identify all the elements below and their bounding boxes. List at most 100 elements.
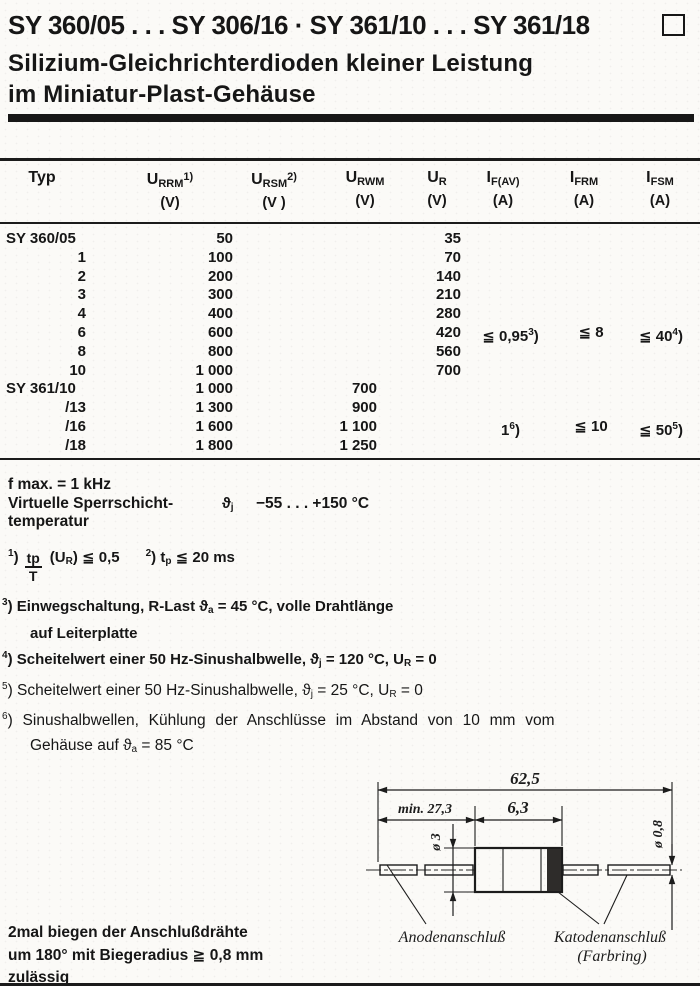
cell-ur: 420 xyxy=(435,323,461,341)
dim-body-dia-label: ø 3 xyxy=(429,833,444,852)
cell-urwm xyxy=(233,230,377,249)
footnote-6-line2: Gehäuse auf ϑa = 85 °C xyxy=(30,737,194,755)
cell-ifav xyxy=(461,399,560,418)
cell-urwm: 1 250 xyxy=(339,436,377,454)
cathode-lead-segment-2 xyxy=(607,864,671,876)
cell-v1: 800 xyxy=(207,342,233,360)
cell-ifav xyxy=(461,380,560,399)
cell-typ: 4 xyxy=(77,305,86,323)
footnote-3-line1: 3) Einwegschaltung, R-Last ϑa = 45 °C, v… xyxy=(2,597,394,616)
footnote-1-marker: 1) xyxy=(8,548,19,566)
subtitle-line2: im Miniatur-Plast-Gehäuse xyxy=(8,81,316,108)
cathode-color-band xyxy=(547,849,561,891)
cell-v1: 600 xyxy=(207,323,233,341)
cell-ifrm xyxy=(560,305,622,324)
cell-ifav xyxy=(461,362,560,381)
cell-ifav xyxy=(461,249,560,268)
dim-overall-label: 62,5 xyxy=(510,769,540,788)
cell-ur xyxy=(377,437,461,456)
footnote-5: 5) Scheitelwert einer 50 Hz-Sinushalbwel… xyxy=(2,681,423,701)
cell-v1: 300 xyxy=(207,286,233,304)
cell-ifsm xyxy=(622,380,700,399)
cathode-leader-line-2 xyxy=(603,874,628,925)
dim-lead-label: min. 27,3 xyxy=(398,802,452,817)
cell-typ: SY 361/10 xyxy=(6,380,76,398)
page-bottom-rule xyxy=(0,983,700,986)
dim-wire-dia-label: ø 0,8 xyxy=(651,820,666,849)
cell-ur: 210 xyxy=(435,286,461,304)
table-row: 1 100 70 xyxy=(0,249,700,268)
cell-ifsm xyxy=(622,230,700,249)
cell-ifav xyxy=(461,343,560,362)
cell-ifrm xyxy=(560,362,622,381)
cell-typ: 10 xyxy=(69,361,86,379)
col-header-typ: Typ xyxy=(28,169,56,186)
footnote-2-text: tp ≦ 20 ms xyxy=(160,549,235,567)
fmax-line: f max. = 1 kHz xyxy=(8,476,111,493)
junction-temp-value: −55 . . . +150 °C xyxy=(256,495,370,512)
cell-ifrm: ≦ 10 xyxy=(574,417,608,435)
cell-ifrm: ≦ 8 xyxy=(578,323,604,341)
footnote-2-marker: 2) xyxy=(145,548,157,566)
cell-ifav: 16) xyxy=(501,420,520,439)
footnote-1-text: (UR) ≦ 0,5 xyxy=(49,549,120,567)
cell-urwm: 900 xyxy=(351,399,377,417)
cell-ifrm xyxy=(560,230,622,249)
cell-ur: 35 xyxy=(444,230,461,247)
cell-ur: 560 xyxy=(435,342,461,360)
table-row: 10 1 000 700 xyxy=(0,362,700,381)
cell-ifav xyxy=(461,437,560,456)
junction-temp-label1: Virtuelle Sperrschicht- xyxy=(8,495,174,512)
cell-ifsm: ≦ 505) xyxy=(639,420,683,439)
junction-temp-label2: temperatur xyxy=(8,513,89,530)
table-row: /16 1 600 1 100 16) ≦ 10 ≦ 505) xyxy=(0,418,700,439)
cell-ifav xyxy=(461,305,560,324)
cell-urwm xyxy=(233,268,377,287)
dim-body-label: 6,3 xyxy=(507,798,529,817)
cell-urwm xyxy=(233,249,377,268)
cell-ifrm xyxy=(560,249,622,268)
cell-typ: SY 360/05 xyxy=(6,230,76,247)
col-header-ur: UR (V) xyxy=(427,169,447,209)
cell-typ: 1 xyxy=(77,248,86,266)
bend-note-line2: um 180° mit Biegeradius ≧ 0,8 mm xyxy=(8,946,264,964)
cell-ur: 70 xyxy=(444,248,461,266)
cell-ifrm xyxy=(560,399,622,418)
cell-ifsm xyxy=(622,343,700,362)
junction-temp-symbol: ϑj xyxy=(222,495,234,513)
cell-v1: 1 600 xyxy=(195,417,233,435)
bend-note-line3: zulässig xyxy=(8,969,70,986)
title-divider-bar xyxy=(8,114,694,122)
cell-typ: 3 xyxy=(77,286,86,304)
anode-label: Anodenanschluß xyxy=(398,929,506,946)
bend-note-line1: 2mal biegen der Anschlußdrähte xyxy=(8,924,248,941)
cell-ifsm: ≦ 404) xyxy=(639,326,683,345)
cell-v1: 1 300 xyxy=(195,399,233,417)
cell-urwm: 700 xyxy=(351,380,377,398)
cell-v1: 400 xyxy=(207,305,233,323)
col-header-urrm: URRM1) (V) xyxy=(146,171,194,211)
cathode-band-label: (Farbring) xyxy=(577,948,646,965)
anode-lead-segment xyxy=(379,864,418,876)
cell-ur xyxy=(377,380,461,399)
table-top-rule xyxy=(0,158,700,161)
cell-ifsm xyxy=(622,399,700,418)
table-row: 8 800 560 xyxy=(0,343,700,362)
footnote-4: 4) Scheitelwert einer 50 Hz-Sinushalbwel… xyxy=(2,650,437,669)
footnote-3-line2: auf Leiterplatte xyxy=(30,625,138,642)
cell-typ: /18 xyxy=(65,436,86,454)
table-header-rule xyxy=(0,222,700,224)
subtitle-line1: Silizium-Gleichrichterdioden kleiner Lei… xyxy=(8,50,534,77)
col-header-ifrm: IFRM (A) xyxy=(569,169,599,209)
cell-ur xyxy=(377,399,461,418)
table-row: 2 200 140 xyxy=(0,268,700,287)
table-row: SY 360/05 50 35 xyxy=(0,230,700,249)
anode-lead-segment-2 xyxy=(424,864,474,876)
page-title: SY 360/05 . . . SY 306/16 · SY 361/10 . … xyxy=(8,10,590,40)
cell-ifrm xyxy=(560,268,622,287)
cell-ifav: ≦ 0,953) xyxy=(482,326,539,345)
cell-urwm xyxy=(233,362,377,381)
ratings-table: SY 360/05 50 35 1 100 70 2 200 140 3 300 210 4 400 280… xyxy=(0,230,700,456)
cell-v1: 100 xyxy=(207,248,233,266)
cell-typ: /16 xyxy=(65,417,86,435)
